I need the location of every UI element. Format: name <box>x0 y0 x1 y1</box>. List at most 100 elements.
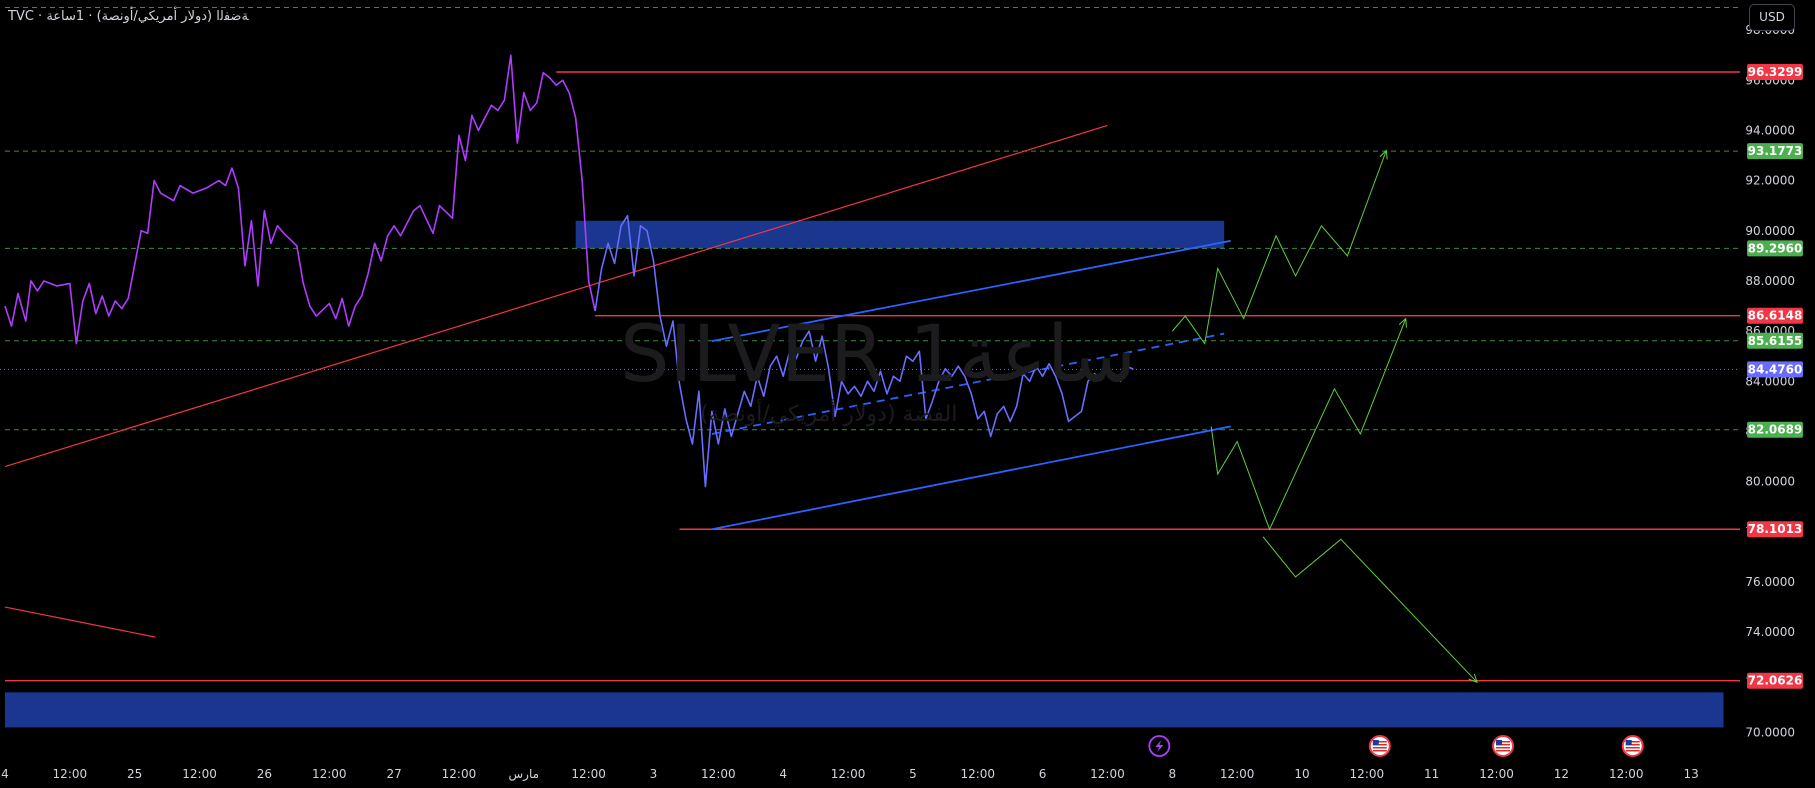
flag-canton <box>1625 740 1632 745</box>
price-tag-label: 89.2960 <box>1748 241 1803 255</box>
trend-line-1 <box>4 606 156 638</box>
x-tick-label: 13 <box>1683 767 1698 781</box>
y-tick-label: 94.0000 <box>1745 123 1795 137</box>
x-tick-label: 12:00 <box>1479 767 1514 781</box>
price-tag-label: 86.6148 <box>1748 309 1803 323</box>
us-flag-icon-1 <box>1368 735 1391 757</box>
projections <box>1171 149 1478 684</box>
time-axis: 4 12:00 25 12:00 26 12:00 27 12:00 مارس 12:00 3 12:… <box>1 767 1699 782</box>
event-markers <box>1148 735 1644 757</box>
x-tick-label: 12:00 <box>571 767 606 781</box>
price-tag-label: 72.0626 <box>1748 674 1803 688</box>
x-tick-label: 12:00 <box>960 767 995 781</box>
symbol-header[interactable]: TVC · ﺔﺿﻔﻟﺍ (ﺩﻭﻻﺭ ﺃﻣﺮﻳﻜﻲ/ﺃﻭﻧﺼﺔ) · 1ﺳﺎﻋﺔ <box>8 9 249 24</box>
x-tick-label: 12:00 <box>312 767 347 781</box>
price-tag-label: 85.6155 <box>1748 334 1803 348</box>
flag-stripe <box>1625 750 1640 752</box>
flag-stripe <box>1372 750 1387 752</box>
projection-arrowhead-0 <box>1379 149 1388 160</box>
x-tick-label: 12:00 <box>182 767 217 781</box>
price-tag-bg <box>1747 672 1803 689</box>
flag-stripe <box>1372 744 1387 746</box>
price-tag-bg <box>1747 143 1803 160</box>
y-tick-label: 70.0000 <box>1745 725 1795 739</box>
x-tick-label: 26 <box>257 767 272 781</box>
price-tag-bg <box>1747 332 1803 349</box>
price-series-old <box>4 54 596 345</box>
x-tick-label: 10 <box>1294 767 1309 781</box>
zone-0 <box>575 220 1225 249</box>
flag-ring <box>1492 735 1515 757</box>
price-tag-label: 82.0689 <box>1748 423 1803 437</box>
flag-stripe <box>1625 744 1640 746</box>
x-tick-label: 4 <box>1 767 9 781</box>
y-tick-label: 74.0000 <box>1745 625 1795 639</box>
price-axis: 98.000096.000094.000092.000090.000088.00… <box>1745 23 1803 739</box>
trend-lines <box>4 124 1231 638</box>
y-tick-label: 76.0000 <box>1745 575 1795 589</box>
flag-canton <box>1372 740 1379 745</box>
x-tick-label: 5 <box>909 767 917 781</box>
price-series <box>4 54 1134 488</box>
x-tick-label: 27 <box>386 767 401 781</box>
y-tick-label: 84.0000 <box>1745 374 1795 388</box>
lightning-glyph <box>1155 740 1164 752</box>
x-tick-label: 12:00 <box>1090 767 1125 781</box>
zones <box>5 220 1724 728</box>
price-tag-label: 84.4760 <box>1748 362 1803 376</box>
flag-ring <box>1368 735 1391 757</box>
price-tag-bg <box>1747 421 1803 438</box>
x-tick-label: 12:00 <box>831 767 866 781</box>
x-tick-label: 12:00 <box>1220 767 1255 781</box>
flag-ring <box>1621 735 1644 757</box>
us-flag-icon-2 <box>1492 735 1515 757</box>
y-tick-label: 90.0000 <box>1745 224 1795 238</box>
x-tick-label: 11 <box>1424 767 1439 781</box>
flag-stripe <box>1496 747 1511 749</box>
price-tag-bg <box>1747 361 1803 378</box>
y-tick-label: 88.0000 <box>1745 274 1795 288</box>
watermark-subtitle: الفضة (دولار أمريكي/أونصة) <box>700 402 958 427</box>
horizontal-levels <box>0 71 1740 682</box>
flag-stripe <box>1625 741 1640 743</box>
projection-arrowhead-2 <box>1468 673 1478 684</box>
x-tick-label: 12 <box>1554 767 1569 781</box>
currency-button[interactable]: USD <box>1749 4 1795 31</box>
flag-stripe <box>1496 750 1511 752</box>
price-tag-label: 96.3299 <box>1748 65 1803 79</box>
flag-stripe <box>1496 744 1511 746</box>
y-tick-label: 80.0000 <box>1745 475 1795 489</box>
flag-stripe <box>1372 747 1387 749</box>
trend-line-4 <box>711 332 1225 435</box>
price-tag-bg <box>1747 521 1803 538</box>
flag-stripe <box>1372 741 1387 743</box>
flag-stripe <box>1625 747 1640 749</box>
x-tick-label: 12:00 <box>1609 767 1644 781</box>
x-tick-label: 12:00 <box>442 767 477 781</box>
price-tag-bg <box>1747 240 1803 257</box>
x-tick-label: 25 <box>127 767 142 781</box>
projection-path-1 <box>1210 318 1407 531</box>
dashed-levels <box>5 7 1740 431</box>
price-series-new <box>594 214 1134 488</box>
x-tick-label: 6 <box>1039 767 1047 781</box>
projection-path-0 <box>1171 150 1387 345</box>
flag-canton <box>1496 740 1503 745</box>
x-tick-label: 12:00 <box>53 767 88 781</box>
trend-line-2 <box>711 239 1231 343</box>
watermark-title: SILVER 1ساعة <box>620 310 1137 400</box>
trend-line-0 <box>4 124 1108 468</box>
x-tick-label: 3 <box>650 767 658 781</box>
projection-path-2 <box>1262 536 1478 683</box>
x-tick-label: 12:00 <box>1350 767 1385 781</box>
trend-line-3 <box>711 425 1231 531</box>
us-flag-icon-3 <box>1621 735 1644 757</box>
price-tag-label: 93.1773 <box>1748 144 1803 158</box>
y-tick-label: 92.0000 <box>1745 174 1795 188</box>
flag-stripe <box>1496 741 1511 743</box>
zone-1 <box>5 692 1724 728</box>
x-tick-label: 8 <box>1168 767 1176 781</box>
price-tag-bg <box>1747 63 1803 80</box>
x-tick-label: 12:00 <box>701 767 736 781</box>
